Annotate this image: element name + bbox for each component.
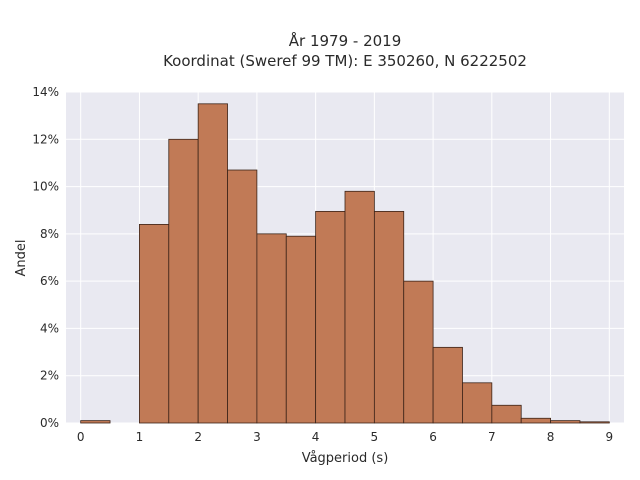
histogram-bar [344, 190, 375, 424]
histogram-bar [520, 417, 551, 424]
histogram-bar [579, 421, 610, 424]
histogram-bar [227, 169, 258, 424]
y-axis-label: Andel [14, 240, 29, 277]
chart-title-line1: År 1979 - 2019 [289, 31, 402, 50]
histogram-bar [550, 420, 581, 424]
x-tick-label: 7 [488, 430, 496, 444]
histogram-bar [315, 210, 346, 424]
histogram-bar [462, 382, 493, 424]
bars [80, 103, 610, 424]
y-tick-label: 10% [32, 180, 59, 194]
histogram-bar [197, 103, 228, 424]
histogram-bar [403, 280, 434, 424]
x-tick-label: 3 [253, 430, 261, 444]
chart-title-line2: Koordinat (Sweref 99 TM): E 350260, N 62… [163, 52, 527, 70]
y-tick-label: 14% [32, 85, 59, 99]
histogram-bar [139, 223, 170, 424]
y-tick-label: 8% [40, 227, 59, 241]
x-tick-label: 8 [547, 430, 555, 444]
y-tick-label: 2% [40, 369, 59, 383]
histogram-bar [491, 404, 522, 424]
y-tick-label: 0% [40, 416, 59, 430]
y-tick-label: 12% [32, 132, 59, 146]
x-tick-label: 4 [312, 430, 320, 444]
x-axis-label: Vågperiod (s) [302, 451, 389, 466]
histogram-bar [432, 346, 463, 424]
tick-labels: 0 1 2 3 4 5 6 7 8 9 0% 2% 4% 6% 8% 10% 12% 14% [32, 85, 613, 444]
x-tick-label: 0 [77, 430, 85, 444]
x-tick-label: 1 [136, 430, 144, 444]
histogram-bar [373, 210, 405, 424]
y-tick-label: 4% [40, 321, 59, 335]
histogram-bar [285, 235, 317, 424]
x-tick-label: 6 [429, 430, 437, 444]
histogram-bar [168, 138, 199, 424]
x-tick-label: 5 [371, 430, 379, 444]
y-tick-label: 6% [40, 274, 59, 288]
histogram-bar [256, 233, 287, 424]
histogram-bar [80, 420, 111, 424]
x-tick-label: 9 [605, 430, 613, 444]
x-tick-label: 2 [194, 430, 202, 444]
